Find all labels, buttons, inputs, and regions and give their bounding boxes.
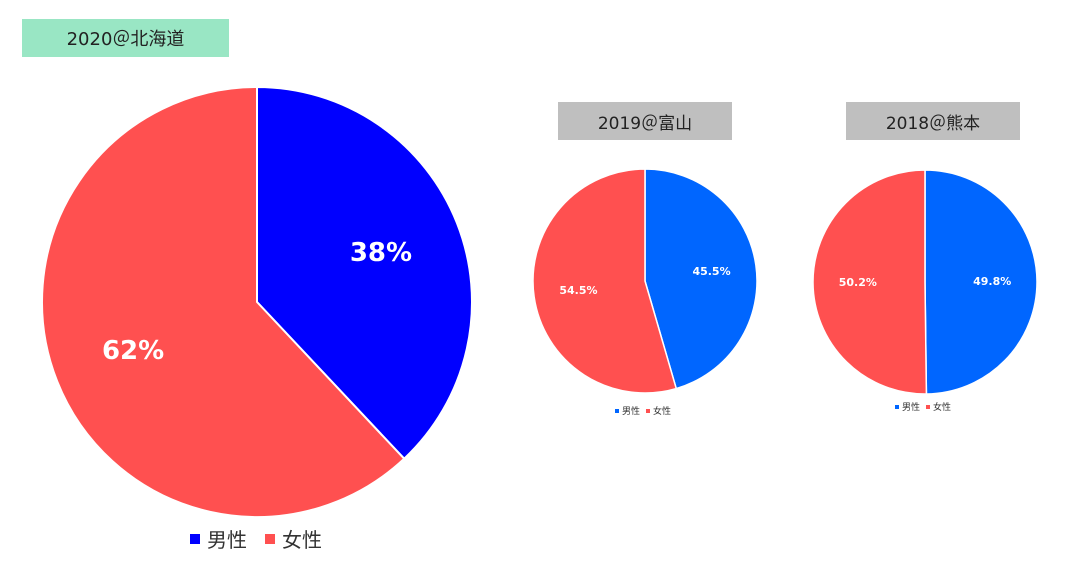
legend-2019: 男性 女性 bbox=[615, 404, 671, 417]
legend-label-female: 女性 bbox=[282, 528, 322, 552]
legend-label-male: 男性 bbox=[622, 407, 641, 417]
legend-label-female: 女性 bbox=[933, 403, 952, 413]
legend-swatch-male bbox=[895, 404, 899, 409]
pie-slice-male bbox=[644, 168, 758, 390]
data-label-female: 54.5% bbox=[559, 284, 597, 297]
chart-title-2018: 2018＠熊本 bbox=[846, 102, 1020, 140]
pie-slice-male bbox=[256, 85, 473, 461]
legend-label-male: 男性 bbox=[902, 403, 921, 413]
legend-item-male: 男性 bbox=[190, 524, 247, 553]
legend-2018: 男性 女性 bbox=[895, 400, 951, 413]
pie-slice-male bbox=[924, 169, 1038, 395]
legend-swatch-female bbox=[926, 404, 931, 409]
legend-swatch-female bbox=[646, 408, 651, 413]
legend-label-female: 女性 bbox=[653, 407, 672, 417]
data-label-female: 62% bbox=[102, 336, 164, 366]
pie-slice-female bbox=[532, 168, 678, 394]
legend-swatch-female bbox=[265, 533, 275, 544]
legend-item-female: 女性 bbox=[646, 404, 671, 417]
legend-swatch-male bbox=[190, 533, 200, 544]
legend-item-female: 女性 bbox=[926, 400, 951, 413]
legend-2020: 男性 女性 bbox=[190, 524, 322, 553]
data-label-female: 50.2% bbox=[839, 276, 877, 289]
data-label-male: 38% bbox=[350, 238, 412, 268]
legend-item-male: 男性 bbox=[895, 400, 920, 413]
legend-swatch-male bbox=[615, 408, 619, 413]
legend-item-female: 女性 bbox=[265, 524, 322, 553]
pie-slice-female bbox=[812, 169, 928, 395]
chart-title-2020: 2020＠北海道 bbox=[22, 19, 229, 57]
data-label-male: 49.8% bbox=[973, 275, 1011, 288]
pie-slice-female bbox=[41, 85, 406, 518]
legend-label-male: 男性 bbox=[207, 528, 247, 552]
data-label-male: 45.5% bbox=[692, 265, 730, 278]
chart-title-2019: 2019＠富山 bbox=[558, 102, 732, 140]
legend-item-male: 男性 bbox=[615, 404, 640, 417]
